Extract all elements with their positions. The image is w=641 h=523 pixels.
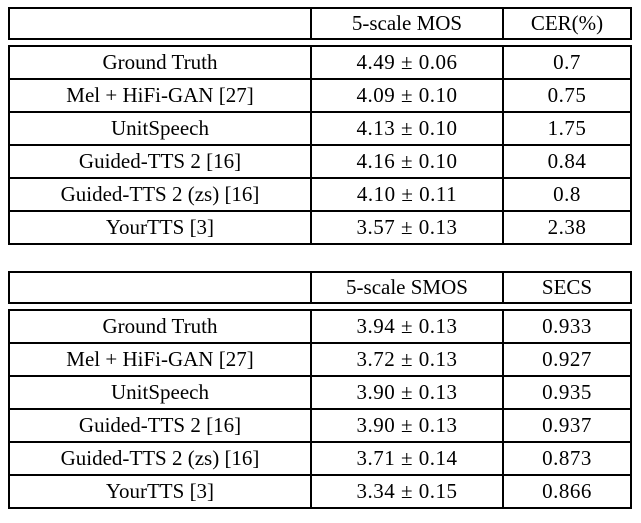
- cer-value-cell: 1.75: [502, 111, 632, 146]
- table-row: Guided-TTS 2 (zs) [16] 3.71 ± 0.14 0.873: [8, 441, 632, 476]
- smos-value-cell: 3.94 ± 0.13: [310, 309, 504, 344]
- header-secs-cell: SECS: [502, 271, 632, 304]
- mos-value-cell: 4.13 ± 0.10: [310, 111, 504, 146]
- secs-value-cell: 0.927: [502, 342, 632, 377]
- table-row: UnitSpeech 3.90 ± 0.13 0.935: [8, 375, 632, 410]
- cer-value-cell: 0.84: [502, 144, 632, 179]
- header-cer-cell: CER(%): [502, 7, 632, 40]
- smos-value-cell: 3.71 ± 0.14: [310, 441, 504, 476]
- secs-value-cell: 0.873: [502, 441, 632, 476]
- smos-secs-header-table: 5-scale SMOS SECS: [8, 271, 632, 304]
- cer-value-cell: 0.7: [502, 45, 632, 80]
- secs-value-cell: 0.866: [502, 474, 632, 509]
- table-row: UnitSpeech 4.13 ± 0.10 1.75: [8, 111, 632, 146]
- smos-value-cell: 3.90 ± 0.13: [310, 408, 504, 443]
- table-row: Mel + HiFi-GAN [27] 3.72 ± 0.13 0.927: [8, 342, 632, 377]
- mos-value-cell: 4.16 ± 0.10: [310, 144, 504, 179]
- header-empty-cell: [8, 271, 312, 304]
- table-row: Guided-TTS 2 [16] 3.90 ± 0.13 0.937: [8, 408, 632, 443]
- mos-value-cell: 4.49 ± 0.06: [310, 45, 504, 80]
- mos-value-cell: 3.57 ± 0.13: [310, 210, 504, 245]
- row-label-cell: Ground Truth: [8, 45, 312, 80]
- mos-cer-table-group: 5-scale MOS CER(%) Ground Truth 4.49 ± 0…: [8, 7, 632, 245]
- header-mos-cell: 5-scale MOS: [310, 7, 504, 40]
- mos-cer-header-table: 5-scale MOS CER(%): [8, 7, 632, 40]
- table-row: Ground Truth 4.49 ± 0.06 0.7: [8, 45, 632, 80]
- row-label-cell: YourTTS [3]: [8, 210, 312, 245]
- smos-secs-body-table: Ground Truth 3.94 ± 0.13 0.933 Mel + HiF…: [8, 309, 632, 509]
- row-label-cell: Guided-TTS 2 (zs) [16]: [8, 177, 312, 212]
- row-label-cell: Ground Truth: [8, 309, 312, 344]
- table-row: Ground Truth 3.94 ± 0.13 0.933: [8, 309, 632, 344]
- table-row: Mel + HiFi-GAN [27] 4.09 ± 0.10 0.75: [8, 78, 632, 113]
- table-row: YourTTS [3] 3.34 ± 0.15 0.866: [8, 474, 632, 509]
- header-smos-cell: 5-scale SMOS: [310, 271, 504, 304]
- cer-value-cell: 0.75: [502, 78, 632, 113]
- secs-value-cell: 0.937: [502, 408, 632, 443]
- table-row: Guided-TTS 2 (zs) [16] 4.10 ± 0.11 0.8: [8, 177, 632, 212]
- header-row: 5-scale SMOS SECS: [8, 271, 632, 304]
- secs-value-cell: 0.935: [502, 375, 632, 410]
- header-empty-cell: [8, 7, 312, 40]
- smos-secs-table-group: 5-scale SMOS SECS Ground Truth 3.94 ± 0.…: [8, 271, 632, 509]
- smos-value-cell: 3.90 ± 0.13: [310, 375, 504, 410]
- cer-value-cell: 2.38: [502, 210, 632, 245]
- row-label-cell: Guided-TTS 2 [16]: [8, 408, 312, 443]
- row-label-cell: Mel + HiFi-GAN [27]: [8, 78, 312, 113]
- mos-cer-body-table: Ground Truth 4.49 ± 0.06 0.7 Mel + HiFi-…: [8, 45, 632, 245]
- header-row: 5-scale MOS CER(%): [8, 7, 632, 40]
- row-label-cell: UnitSpeech: [8, 111, 312, 146]
- smos-value-cell: 3.34 ± 0.15: [310, 474, 504, 509]
- cer-value-cell: 0.8: [502, 177, 632, 212]
- mos-value-cell: 4.10 ± 0.11: [310, 177, 504, 212]
- table-row: Guided-TTS 2 [16] 4.16 ± 0.10 0.84: [8, 144, 632, 179]
- row-label-cell: YourTTS [3]: [8, 474, 312, 509]
- row-label-cell: Mel + HiFi-GAN [27]: [8, 342, 312, 377]
- row-label-cell: Guided-TTS 2 [16]: [8, 144, 312, 179]
- smos-value-cell: 3.72 ± 0.13: [310, 342, 504, 377]
- mos-value-cell: 4.09 ± 0.10: [310, 78, 504, 113]
- row-label-cell: UnitSpeech: [8, 375, 312, 410]
- secs-value-cell: 0.933: [502, 309, 632, 344]
- row-label-cell: Guided-TTS 2 (zs) [16]: [8, 441, 312, 476]
- table-row: YourTTS [3] 3.57 ± 0.13 2.38: [8, 210, 632, 245]
